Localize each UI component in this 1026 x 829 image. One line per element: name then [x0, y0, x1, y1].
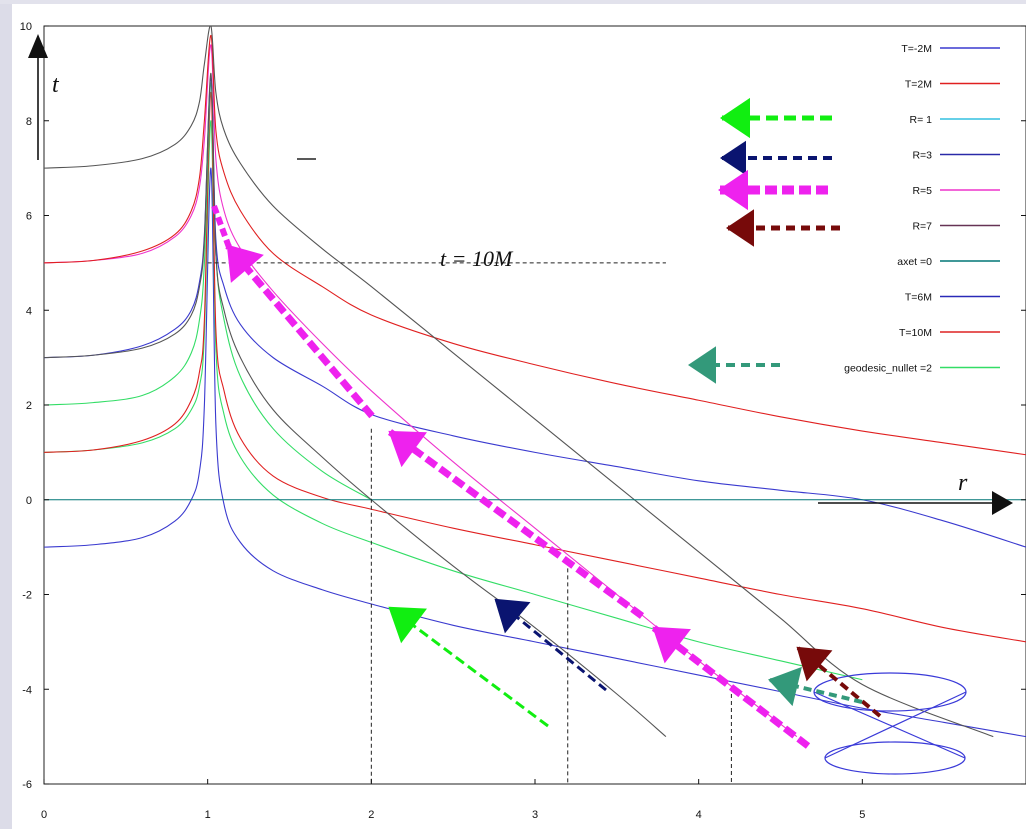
y-tick-label-8: -6 — [22, 779, 32, 791]
arrow-magenta-upper-shaft — [387, 429, 645, 619]
arrow-magenta-mid-head — [652, 626, 691, 664]
legend-arrow-green-head — [720, 97, 750, 139]
series-line-7 — [44, 34, 1026, 456]
arrow-maroon-lower-head — [796, 646, 833, 682]
arrow-green-lower-shaft — [389, 606, 549, 728]
series-line-6 — [44, 44, 798, 738]
light-cone-edge-2 — [824, 691, 967, 759]
legend-label-1: T=2M — [905, 79, 932, 91]
series-line-8 — [44, 26, 994, 738]
x-tick-label-0: 0 — [41, 809, 47, 821]
legend-label-6: axet =0 — [897, 256, 932, 268]
y-tick-label-5: 0 — [26, 495, 32, 507]
y-tick-label-1: 8 — [26, 116, 32, 128]
x-tick-label-3: 3 — [532, 809, 538, 821]
series-line-4 — [44, 77, 1026, 548]
legend-label-7: T=6M — [905, 292, 932, 304]
series-line-2 — [44, 91, 1026, 643]
arrow-seagreen-lower-head — [768, 666, 802, 707]
x-tick-label-2: 2 — [368, 809, 374, 821]
legend-arrow-navy-head — [720, 140, 746, 176]
y-tick-label-6: -2 — [22, 590, 32, 602]
arrow-magenta-top-shaft — [225, 243, 375, 419]
legend-arrow-magenta-head — [718, 169, 748, 211]
light-cone-edge-1 — [813, 691, 966, 759]
left-border — [0, 0, 12, 829]
arrow-magenta-peak-shaft — [211, 204, 233, 252]
legend-label-8: T=10M — [899, 327, 932, 339]
arrow-magenta-mid-shaft — [651, 625, 811, 749]
overlay-group: t = 10M t r — [28, 34, 1013, 784]
series-line-1 — [44, 120, 863, 681]
arrow-magenta-top-head — [226, 244, 264, 283]
y-tick-label-3: 4 — [26, 305, 32, 317]
arrow-green-lower-head — [388, 606, 427, 644]
series-line-5 — [44, 72, 667, 738]
legend-label-3: R=3 — [912, 150, 932, 162]
legend-arrow-seagreen-head — [688, 346, 716, 384]
x-tick-label-4: 4 — [696, 809, 702, 821]
y-tick-label-7: -4 — [22, 684, 32, 696]
y-tick-label-2: 6 — [26, 211, 32, 223]
r-axis-label: r — [958, 470, 968, 496]
arrow-navy-lower-head — [494, 598, 531, 634]
y-tick-label-0: 10 — [20, 21, 32, 33]
legend-label-0: T=-2M — [901, 43, 932, 55]
annotation-t10m: t = 10M — [440, 246, 514, 271]
t-axis-arrowhead — [28, 34, 48, 58]
arrow-magenta-upper-head — [388, 430, 427, 468]
x-tick-label-5: 5 — [859, 809, 865, 821]
arrow-magenta-peak-head — [229, 249, 231, 252]
curve-group — [44, 26, 1026, 738]
legend-arrow-maroon-head — [726, 209, 754, 247]
legend-label-5: R=7 — [912, 221, 932, 233]
y-tick-label-4: 2 — [26, 400, 32, 412]
t-axis-label: t — [52, 72, 60, 98]
legend: T=-2M T=2M R= 1 R=3 R=5 R=7 axet =0 T=6M T=10M ge… — [844, 43, 1000, 375]
r-axis-arrowhead — [992, 491, 1013, 515]
legend-label-4: R=5 — [912, 185, 932, 197]
x-tick-label-1: 1 — [205, 809, 211, 821]
tick-group: 0 1 2 3 4 5 10 8 6 4 2 0 -2 -4 -6 — [20, 21, 1026, 821]
legend-label-9: geodesic_nullet =2 — [844, 363, 932, 375]
legend-label-2: R= 1 — [910, 114, 933, 126]
top-border — [0, 0, 1026, 4]
